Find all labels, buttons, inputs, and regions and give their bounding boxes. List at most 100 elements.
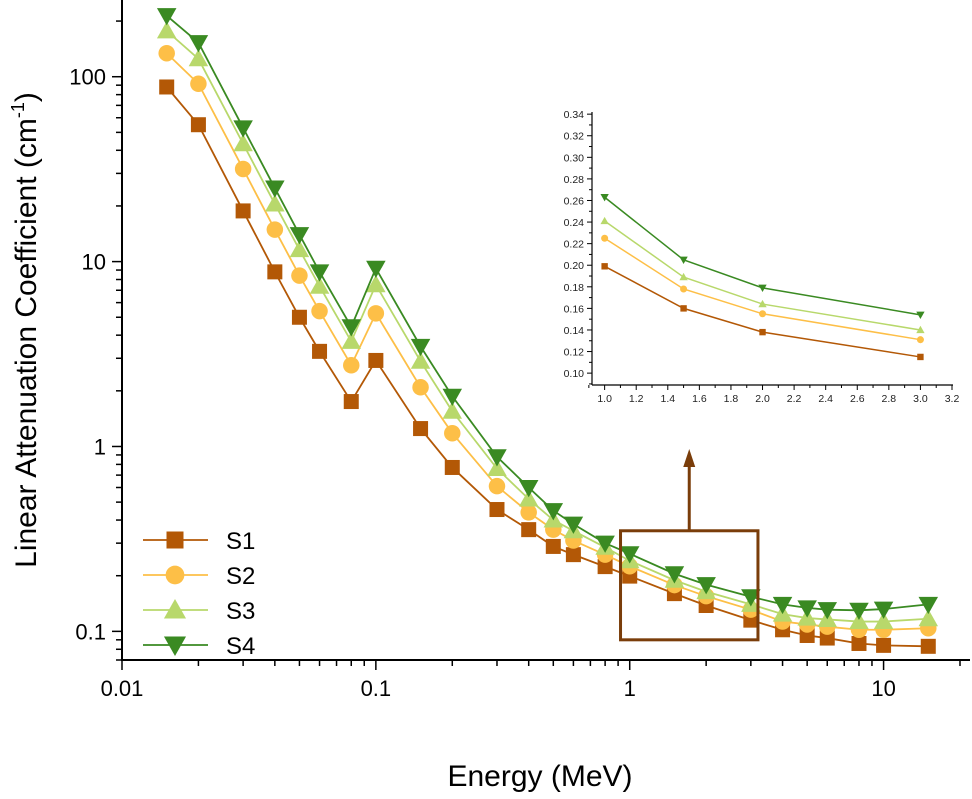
- data-point: [368, 352, 384, 368]
- data-point: [343, 394, 359, 410]
- data-point: [289, 227, 310, 245]
- inset-y-tick-label: 0.30: [564, 152, 585, 164]
- data-point: [873, 601, 894, 619]
- inset-x-tick-label: 2.6: [850, 393, 865, 405]
- data-point: [309, 276, 330, 294]
- inset-x-tick-label: 1.4: [660, 393, 675, 405]
- legend-marker: [166, 531, 184, 549]
- legend-label: S3: [226, 598, 255, 625]
- series-line: [166, 86, 929, 648]
- data-point: [413, 421, 429, 437]
- data-point: [341, 319, 362, 337]
- inset-x-tick-label: 2.8: [882, 393, 897, 405]
- data-point: [920, 638, 936, 654]
- y-axis-label: Linear Attenuation Coefficient (cm-1): [8, 92, 43, 568]
- inset-data-point: [917, 353, 924, 361]
- data-point: [289, 239, 310, 258]
- y-tick-label: 10: [82, 250, 106, 275]
- data-point: [366, 274, 386, 293]
- inset-x-tick-label: 3.0: [913, 393, 928, 405]
- inset-y-tick-label: 0.26: [564, 195, 585, 207]
- inset-data-point: [759, 310, 767, 318]
- data-point: [366, 260, 386, 279]
- data-point: [849, 602, 869, 621]
- inset-series-line: [604, 196, 921, 316]
- data-point: [265, 180, 285, 198]
- legend-label: S2: [226, 563, 255, 590]
- inset-data-point: [759, 328, 766, 336]
- data-point: [741, 589, 761, 607]
- data-point: [696, 577, 716, 595]
- data-point: [190, 75, 207, 93]
- data-point: [797, 600, 817, 618]
- data-point: [367, 305, 385, 322]
- inset-y-tick-label: 0.16: [564, 303, 585, 315]
- data-point: [291, 309, 307, 325]
- x-tick-label: 10: [871, 676, 895, 701]
- data-point: [873, 611, 894, 630]
- data-point: [311, 302, 328, 320]
- data-point: [312, 343, 328, 359]
- data-point: [819, 630, 835, 646]
- data-point: [156, 8, 177, 26]
- legend-label: S1: [226, 528, 255, 555]
- data-point: [410, 338, 431, 357]
- y-tick-label: 100: [69, 65, 106, 90]
- inset-series: [601, 234, 924, 344]
- inset-series: [600, 194, 925, 320]
- data-point: [918, 609, 939, 627]
- y-tick-label: 1: [94, 434, 106, 459]
- data-point: [188, 49, 209, 67]
- inset-data-point: [680, 285, 688, 293]
- data-point: [158, 44, 175, 62]
- data-point: [817, 602, 838, 620]
- inset-y-tick-label: 0.34: [564, 109, 585, 121]
- data-point: [545, 538, 561, 554]
- data-point: [664, 566, 685, 584]
- inset-x-tick-label: 1.6: [692, 393, 707, 405]
- data-point: [309, 264, 330, 282]
- data-point: [543, 503, 564, 521]
- data-point: [265, 194, 285, 212]
- data-point: [341, 331, 362, 349]
- data-point: [291, 267, 308, 284]
- data-point: [849, 611, 869, 630]
- inset-x-tick-label: 1.8: [724, 393, 739, 405]
- inset-y-tick-label: 0.32: [564, 131, 585, 143]
- inset-x-tick-label: 2.2: [787, 393, 802, 405]
- data-point: [442, 401, 463, 419]
- data-point: [518, 479, 539, 498]
- data-point: [918, 596, 939, 615]
- data-point: [410, 351, 431, 369]
- inset-x-tick-label: 1.2: [629, 393, 644, 405]
- data-point: [563, 516, 584, 534]
- legend-marker: [163, 636, 187, 657]
- inset-data-point: [916, 325, 925, 334]
- inset-series: [601, 263, 924, 361]
- inset-data-point: [600, 216, 609, 225]
- inset-data-point: [758, 284, 767, 293]
- inset-y-tick-label: 0.20: [564, 260, 585, 272]
- data-point: [565, 547, 581, 563]
- series-S1: [159, 79, 936, 654]
- data-point: [442, 388, 463, 406]
- x-tick-label: 0.01: [101, 676, 144, 701]
- data-point: [619, 546, 640, 564]
- inset-plot: 1.0 1.2 1.4 1.6 1.8 2.0 2.2 2.4 2.6 2.8 3.0 3.2 0.10…: [564, 109, 960, 405]
- data-point: [487, 449, 507, 467]
- data-point: [234, 160, 252, 178]
- inset-data-point: [916, 336, 924, 344]
- inset-y-tick-label: 0.10: [564, 368, 585, 380]
- inset-data-point: [679, 256, 688, 264]
- inset-data-point: [758, 299, 767, 308]
- inset-y-tick-label: 0.12: [564, 347, 585, 359]
- data-point: [444, 424, 461, 442]
- inset-data-point: [680, 305, 687, 312]
- inset-y-tick-label: 0.22: [564, 239, 585, 251]
- data-point: [156, 21, 177, 39]
- inset-series-line: [604, 237, 921, 341]
- inset-x-tick-label: 2.4: [818, 393, 833, 405]
- inset-series-line: [604, 265, 921, 358]
- inset-y-tick-label: 0.14: [564, 325, 585, 337]
